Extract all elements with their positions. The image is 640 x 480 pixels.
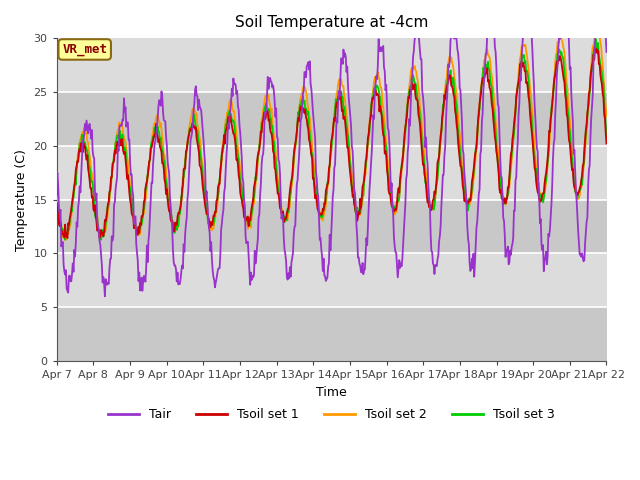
Title: Soil Temperature at -4cm: Soil Temperature at -4cm bbox=[235, 15, 428, 30]
Bar bbox=[57, 146, 607, 200]
Text: VR_met: VR_met bbox=[62, 43, 108, 56]
Legend: Tair, Tsoil set 1, Tsoil set 2, Tsoil set 3: Tair, Tsoil set 1, Tsoil set 2, Tsoil se… bbox=[103, 403, 560, 426]
Bar bbox=[57, 38, 607, 92]
Bar bbox=[57, 92, 607, 146]
X-axis label: Time: Time bbox=[316, 386, 347, 399]
Y-axis label: Temperature (C): Temperature (C) bbox=[15, 149, 28, 251]
Bar bbox=[57, 307, 607, 361]
Bar bbox=[57, 253, 607, 307]
Bar bbox=[57, 200, 607, 253]
